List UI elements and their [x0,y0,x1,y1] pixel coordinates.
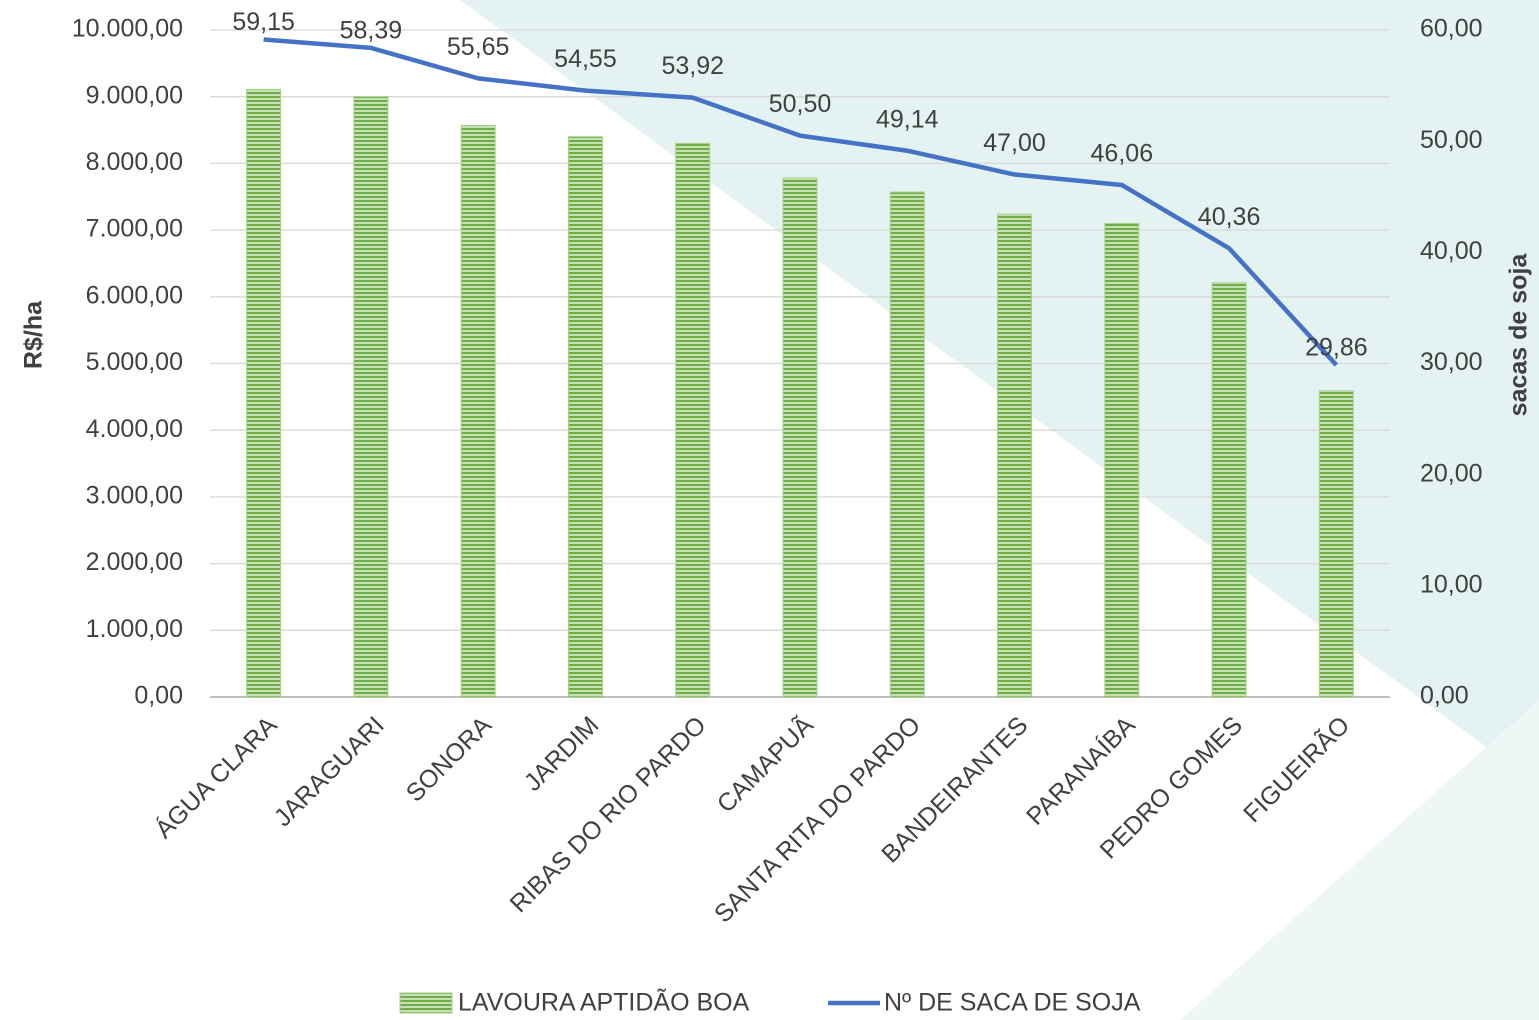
legend-swatch [399,992,453,1014]
y2-tick-label: 50,00 [1420,126,1483,154]
x-tick-label: SANTA RITA DO PARDO [709,711,926,928]
x-tick-label: PARANAÍBA [1020,710,1141,831]
y2-tick-label: 10,00 [1420,570,1483,598]
data-label: 50,50 [769,90,832,118]
y-tick-label: 10.000,00 [72,15,183,43]
legend-label: LAVOURA APTIDÃO BOA [458,988,750,1017]
line [263,37,1339,367]
y-tick-label: 9.000,00 [86,81,183,109]
y2-tick-label: 40,00 [1420,237,1483,265]
x-tick-label: SONORA [401,711,498,808]
y-tick-label: 8.000,00 [86,148,183,176]
y-tick-label: 1.000,00 [86,615,183,643]
bar [1211,282,1247,698]
x-tick-label: ÁGUA CLARA [149,710,283,844]
bar [889,191,925,698]
y2-tick-label: 0,00 [1420,682,1469,710]
bar [353,96,389,698]
data-label: 54,55 [554,45,617,73]
y2-axis-label: sacas de soja [1505,253,1533,417]
bar [567,136,603,698]
bar [1104,222,1140,698]
data-label: 40,36 [1198,203,1261,231]
x-tick-label: JARDIM [519,711,605,797]
bar [1318,390,1354,698]
data-label: 59,15 [232,8,295,36]
y-tick-label: 4.000,00 [86,415,183,443]
data-label: 46,06 [1091,140,1154,168]
bar [997,213,1033,698]
y-axis-label: R$/ha [20,300,48,369]
background-shape [1180,700,1539,1020]
y2-tick-label: 20,00 [1420,459,1483,487]
data-label: 49,14 [876,105,939,133]
y-tick-label: 2.000,00 [86,548,183,576]
data-label: 47,00 [983,129,1046,157]
x-tick-label: CAMAPUÃ [711,710,819,818]
y-tick-label: 3.000,00 [86,482,183,510]
y-tick-label: 5.000,00 [86,348,183,376]
y-tick-label: 6.000,00 [86,281,183,309]
data-label: 53,92 [661,52,724,80]
y2-tick-label: 30,00 [1420,348,1483,376]
bar [460,124,496,698]
y-tick-label: 7.000,00 [86,215,183,243]
y2-tick-label: 60,00 [1420,15,1483,43]
bar [782,177,818,698]
data-label: 55,65 [447,33,510,61]
x-tick-label: FIGUEIRÃO [1238,710,1356,828]
bar [246,88,282,698]
data-label: 58,39 [340,17,403,45]
data-label: 29,86 [1305,334,1368,362]
x-tick-label: JARAGUARI [269,711,390,832]
bar [675,142,711,698]
legend-label: Nº DE SACA DE SOJA [884,989,1141,1017]
y-tick-label: 0,00 [134,682,183,710]
x-tick-label: RIBAS DO RIO PARDO [505,711,712,918]
